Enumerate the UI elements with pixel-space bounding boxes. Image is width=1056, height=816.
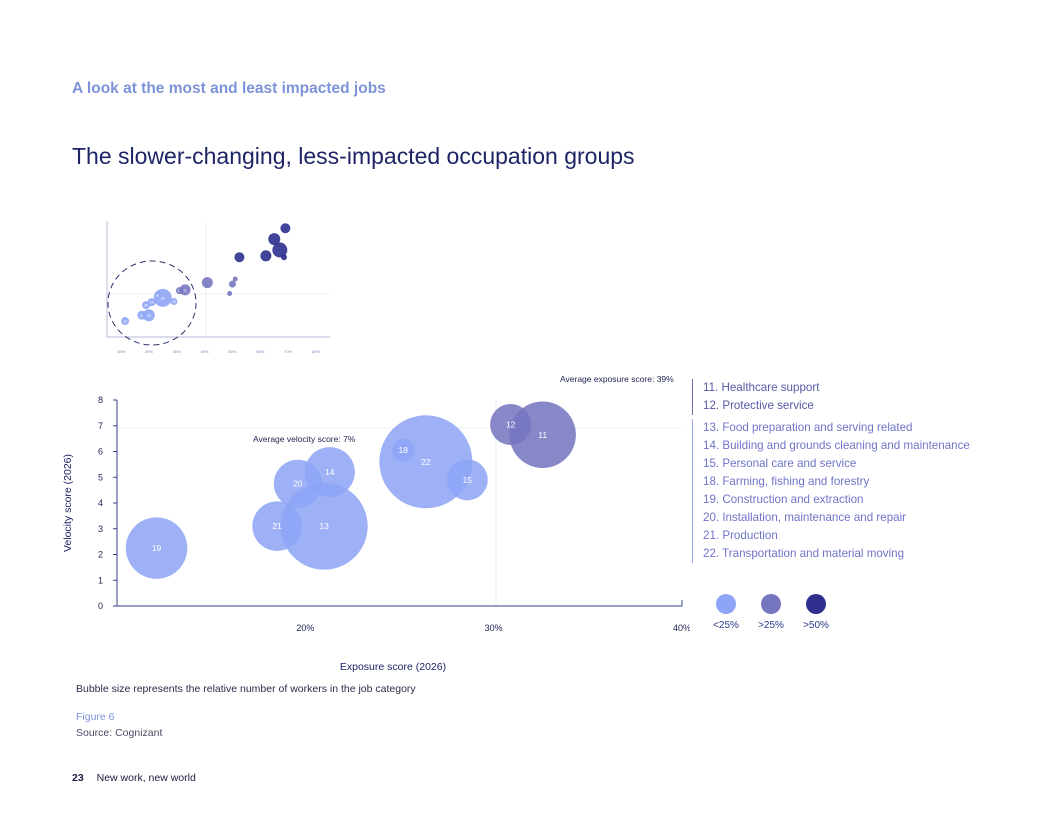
key-label: >50% bbox=[803, 620, 829, 631]
thumb-x-tick: 70% bbox=[284, 349, 292, 354]
thumb-bubble-label: 19 bbox=[123, 320, 127, 324]
color-key-over-50: >50% bbox=[796, 594, 836, 631]
bubble-19 bbox=[125, 517, 188, 579]
thumb-bubble bbox=[179, 284, 191, 296]
y-tick-label: 1 bbox=[98, 575, 103, 585]
legend-item: 19. Construction and extraction bbox=[703, 493, 864, 506]
thumb-bubble bbox=[121, 317, 130, 326]
legend-item: 20. Installation, maintenance and repair bbox=[703, 511, 907, 524]
bubble-12 bbox=[490, 403, 532, 445]
y-tick-label: 5 bbox=[98, 472, 103, 482]
thumb-highlight-circle bbox=[107, 260, 197, 346]
thumb-bubble-label: 22 bbox=[161, 296, 165, 300]
source-label: Source: Cognizant bbox=[76, 727, 163, 739]
thumb-bubble bbox=[281, 254, 288, 261]
thumb-bubble bbox=[154, 291, 161, 298]
thumb-bubble bbox=[142, 309, 155, 322]
thumb-bubble bbox=[201, 277, 213, 289]
bubble-label: 12 bbox=[506, 419, 516, 429]
publication-title: New work, new world bbox=[96, 772, 196, 784]
x-axis-title: Exposure score (2026) bbox=[340, 661, 446, 673]
legend-item: 12. Protective service bbox=[703, 399, 814, 412]
legend: 11. Healthcare support 12. Protective se… bbox=[692, 379, 970, 563]
thumb-bubble bbox=[228, 280, 236, 288]
thumb-bubble bbox=[268, 233, 281, 246]
y-tick-label: 3 bbox=[98, 524, 103, 534]
legend-item: 18. Farming, fishing and forestry bbox=[703, 475, 870, 488]
thumb-bubble bbox=[234, 252, 245, 263]
legend-item: 21. Production bbox=[703, 529, 778, 542]
y-tick-label: 6 bbox=[98, 447, 103, 457]
x-tick-label: 20% bbox=[296, 623, 314, 633]
key-dot bbox=[761, 594, 781, 614]
legend-item: 22. Transportation and material moving bbox=[703, 547, 905, 560]
bubble-20 bbox=[273, 459, 322, 508]
y-tick-label: 2 bbox=[98, 550, 103, 560]
key-label: >25% bbox=[758, 620, 784, 631]
y-axis-title: Velocity score (2026) bbox=[62, 454, 74, 552]
bubble-label: 11 bbox=[538, 430, 547, 440]
bubble-18 bbox=[392, 438, 415, 462]
thumb-bubble bbox=[227, 291, 233, 296]
thumb-bubble bbox=[170, 297, 178, 305]
legend-group-under-25: 13. Food preparation and serving related… bbox=[692, 419, 970, 563]
thumb-bubble-label: 18 bbox=[155, 293, 159, 297]
y-tick-label: 8 bbox=[98, 395, 103, 405]
legend-item: 14. Building and grounds cleaning and ma… bbox=[703, 439, 970, 452]
thumb-x-tick: 10% bbox=[117, 349, 125, 354]
y-tick-label: 4 bbox=[98, 498, 103, 508]
thumb-bubble-label: 12 bbox=[178, 289, 182, 293]
thumb-bubble-label: 11 bbox=[183, 288, 187, 292]
bubble-label: 19 bbox=[152, 543, 162, 553]
bubble-label: 22 bbox=[421, 457, 431, 467]
thumb-x-tick: 20% bbox=[145, 349, 153, 354]
thumb-bubble-label: 14 bbox=[150, 301, 154, 305]
color-key-over-25: >25% bbox=[751, 594, 791, 631]
bubble-15 bbox=[446, 459, 488, 501]
key-label: <25% bbox=[713, 620, 739, 631]
thumb-x-tick: 30% bbox=[173, 349, 181, 354]
thumb-bubble bbox=[272, 242, 288, 258]
figure-label: Figure 6 bbox=[76, 711, 115, 723]
x-tick-label: 40% bbox=[673, 623, 690, 633]
y-tick-label: 7 bbox=[98, 421, 103, 431]
y-tick-label: 0 bbox=[98, 601, 103, 611]
avg-velocity-label: Average velocity score: 7% bbox=[253, 434, 356, 444]
bubble-21 bbox=[252, 501, 302, 551]
color-key-under-25: <25% bbox=[706, 594, 746, 631]
thumb-x-tick: 50% bbox=[228, 349, 236, 354]
thumb-bubble-label: 13 bbox=[147, 314, 151, 318]
thumb-bubble-label: 21 bbox=[140, 314, 144, 318]
thumb-x-tick: 60% bbox=[256, 349, 264, 354]
legend-item: 11. Healthcare support bbox=[703, 381, 820, 394]
key-dot bbox=[806, 594, 826, 614]
thumb-bubble bbox=[232, 276, 238, 282]
avg-exposure-label: Average exposure score: 39% bbox=[560, 374, 674, 384]
thumb-bubble-label: 20 bbox=[144, 304, 148, 308]
bubble-label: 20 bbox=[293, 479, 303, 489]
thumb-x-tick: 80% bbox=[312, 349, 320, 354]
thumb-bubble bbox=[260, 250, 272, 262]
legend-item: 15. Personal care and service bbox=[703, 457, 857, 470]
bubble-size-note: Bubble size represents the relative numb… bbox=[76, 683, 416, 695]
key-dot bbox=[716, 594, 736, 614]
x-tick-label: 30% bbox=[485, 623, 503, 633]
bubble-label: 14 bbox=[325, 467, 335, 477]
legend-group-over-25: 11. Healthcare support 12. Protective se… bbox=[692, 379, 970, 415]
thumb-bubble-label: 15 bbox=[172, 300, 176, 304]
section-kicker: A look at the most and least impacted jo… bbox=[72, 80, 386, 97]
legend-item: 13. Food preparation and serving related bbox=[703, 421, 913, 434]
thumb-x-tick: 40% bbox=[201, 349, 209, 354]
page-title: The slower-changing, less-impacted occup… bbox=[72, 143, 635, 169]
bubble-label: 13 bbox=[319, 521, 329, 531]
page-number: 23 bbox=[72, 772, 84, 784]
bubble-label: 15 bbox=[463, 475, 473, 485]
thumb-bubble bbox=[280, 223, 291, 234]
bubble-label: 18 bbox=[399, 445, 409, 455]
thumb-bubble bbox=[147, 298, 156, 307]
bubble-label: 21 bbox=[272, 521, 282, 531]
page-footer: 23 New work, new world bbox=[72, 772, 196, 784]
